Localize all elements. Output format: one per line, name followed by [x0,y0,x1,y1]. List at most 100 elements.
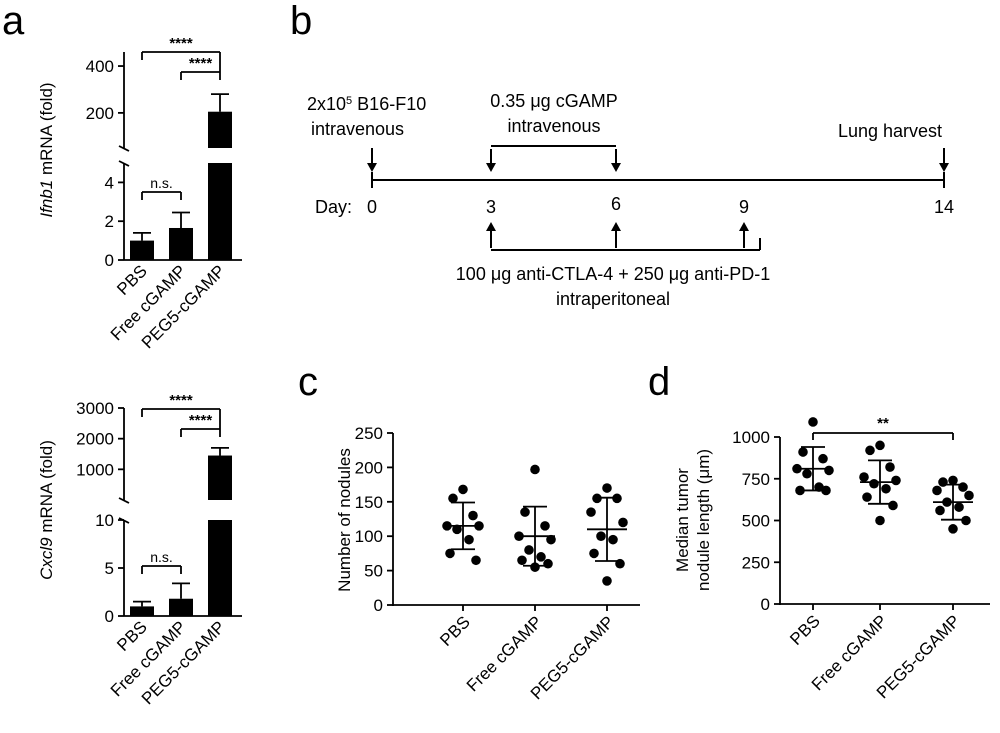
c-data-point [452,524,462,535]
d-data-point [824,465,834,476]
c-y-tick-label: 150 [355,493,383,512]
a-top-y-tick-label: 0 [105,251,114,270]
a-bottom-ylabel-gene: Cxcl9 [37,537,56,580]
a-bottom-y-tick-label: 2000 [76,430,114,449]
c-data-point [536,552,546,562]
d-data-point [862,492,872,502]
c-data-point [458,484,468,495]
c-y-tick-label: 50 [364,562,383,581]
a-top-sig-label: n.s. [150,175,173,191]
a-top-break-mark-upper [118,145,130,152]
panel-letter-c: c [298,360,318,404]
cgamp-label-line2: intravenous [507,116,600,136]
timeline-day-label: 0 [367,197,377,217]
d-data-point [885,462,895,472]
d-data-point [798,447,808,457]
a-bottom-ylabel: Cxcl9 mRNA (fold) [37,440,56,580]
a-top-bar [130,240,154,260]
d-y-tick-label: 250 [742,553,770,572]
a-bottom-y-tick-label: 1000 [76,460,114,479]
panel-letter-b: b [290,0,312,43]
timeline-day-label: 14 [934,197,954,217]
c-data-point [546,534,556,545]
d-data-point [954,502,964,512]
d-data-point [948,475,958,486]
d-data-point [932,485,942,496]
c-data-point [464,534,474,545]
a-top-ylabel: Ifnb1 mRNA (fold) [37,82,56,217]
b16-label-cell: B16-F10 [352,94,426,114]
d-data-point [869,478,879,489]
harvest-label: Lung harvest [838,121,942,141]
c-data-point [517,555,527,566]
c-y-tick-label: 0 [374,596,383,615]
a-top-ylabel-gene: Ifnb1 [37,180,56,218]
d-data-point [818,453,828,464]
c-y-tick-label: 100 [355,527,383,546]
d-data-point [964,490,974,501]
day-label: Day: [315,197,352,217]
d-data-point [821,485,831,496]
a-bottom-y-tick-label: 3000 [76,399,114,418]
a-top-sig-label: **** [189,55,213,72]
c-ylabel: Number of nodules [335,448,354,592]
d-data-point [891,475,901,486]
arrow-antibody-day6-head [611,222,621,231]
c-data-point [445,548,455,559]
timeline-day-label: 9 [739,197,749,217]
a-bottom-sig-label: **** [169,392,193,409]
ab-label-line2: intraperitoneal [556,289,670,309]
a-top-bar-upper [208,111,232,148]
d-data-point [859,472,869,482]
d-y-tick-label: 750 [742,470,770,489]
a-bottom-bar-upper [208,455,232,500]
d-ylabel-line2: nodule length (μm) [694,449,713,591]
c-data-point [589,548,599,559]
arrow-cgamp-day6-head [611,163,621,172]
a-top-y-tick-label: 400 [86,57,114,76]
d-ylabel-line1: Median tumor [673,468,692,572]
c-x-tick-label: PBS [436,612,473,649]
d-y-tick-label: 0 [761,595,770,614]
d-data-point [961,515,971,526]
arrow-tumor-inoculation-head [367,163,377,172]
a-top-y-tick-label: 4 [105,173,114,192]
b16-label-line2: intravenous [311,119,404,139]
c-data-point [586,507,596,517]
d-data-point [888,500,898,511]
arrow-antibody-day3-head [486,222,496,231]
a-bottom-ylabel-unit: mRNA (fold) [37,440,56,537]
d-data-point [802,468,812,479]
c-data-point [448,493,458,504]
ab-label-line1: 100 μg anti-CTLA-4 + 250 μg anti-PD-1 [456,264,770,284]
a-bottom-y-tick-label: 5 [105,559,114,578]
a-bottom-sig-label: **** [189,412,213,429]
c-data-point [543,558,553,569]
a-top-y-tick-label: 200 [86,104,114,123]
d-data-point [875,515,885,526]
d-data-point [875,440,885,451]
c-y-tick-label: 200 [355,458,383,477]
c-data-point [618,517,628,528]
a-bottom-y-tick-label: 10 [95,511,114,530]
a-bottom-bar-lower [208,520,232,616]
c-data-point [520,507,530,517]
panel-letter-a: a [2,0,25,43]
timeline-day-label: 3 [486,197,496,217]
c-data-point [596,531,606,541]
d-data-point [948,524,958,534]
c-data-point [524,545,534,555]
c-data-point [608,534,618,545]
d-data-point [795,485,805,496]
a-top-break-mark-lower [118,160,130,167]
d-data-point [881,483,891,494]
arrow-antibody-day9-head [739,222,749,231]
d-sig-label: ** [877,415,889,432]
d-y-tick-label: 1000 [732,428,770,447]
arrow-lung-harvest-head [939,163,949,172]
c-data-point [471,555,481,566]
d-data-point [865,445,875,456]
a-top-bar-lower [208,163,232,260]
